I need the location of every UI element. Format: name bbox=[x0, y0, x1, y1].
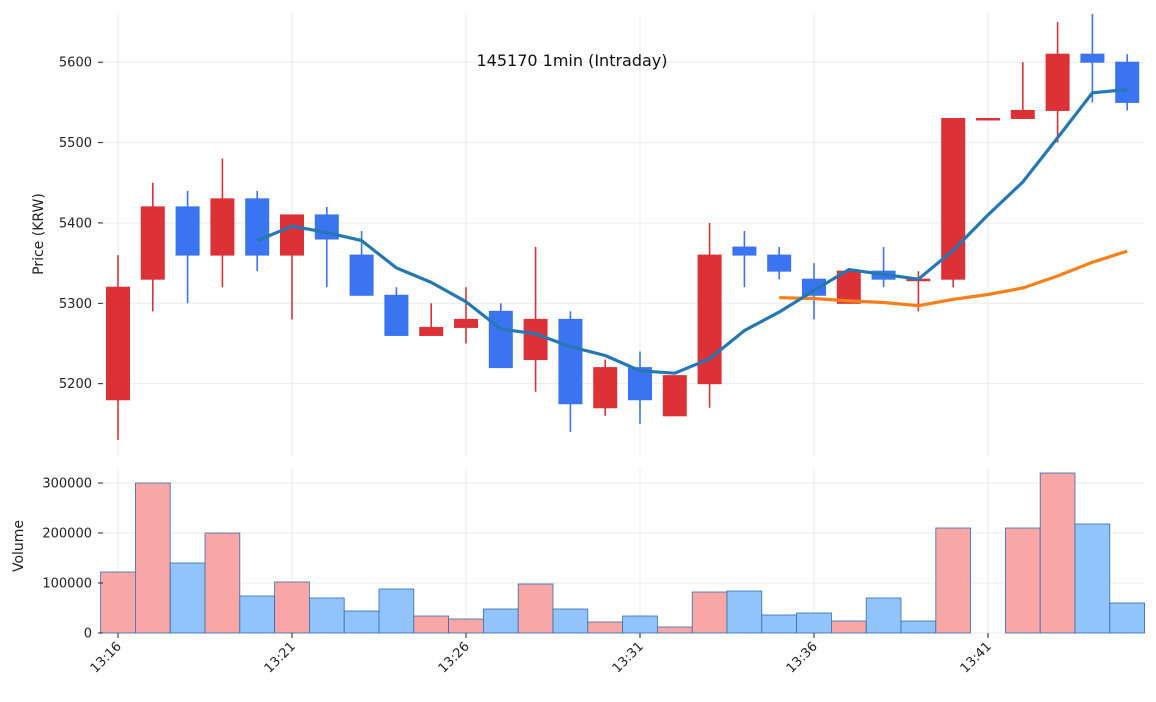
candle-body-24 bbox=[941, 117, 966, 280]
time-tick-label-4: 13:36 bbox=[784, 639, 821, 676]
time-tick-label-2: 13:26 bbox=[436, 639, 473, 676]
volume-tick-label-200000: 200000 bbox=[42, 527, 92, 542]
candle-body-5 bbox=[280, 214, 304, 256]
volume-bar-11 bbox=[482, 608, 519, 634]
volume-bar-2 bbox=[169, 562, 206, 634]
volume-bar-29 bbox=[1109, 602, 1146, 634]
candle-body-1 bbox=[140, 206, 165, 280]
candle-body-0 bbox=[106, 286, 130, 401]
volume-bar-24 bbox=[935, 527, 971, 634]
candle-body-12 bbox=[523, 318, 548, 361]
candle-body-26 bbox=[1010, 109, 1035, 119]
price-axis-title: Price (KRW) bbox=[31, 193, 47, 275]
candle-body-17 bbox=[697, 254, 722, 385]
volume-bar-6 bbox=[308, 597, 345, 634]
volume-bar-8 bbox=[378, 588, 415, 634]
candle-body-13 bbox=[558, 318, 583, 405]
volume-bar-27 bbox=[1039, 472, 1076, 634]
candle-body-27 bbox=[1045, 53, 1070, 111]
volume-tick-label-300000: 300000 bbox=[42, 477, 92, 492]
candle-body-10 bbox=[454, 318, 478, 328]
volume-bar-3 bbox=[204, 532, 241, 634]
candle-body-19 bbox=[767, 254, 792, 272]
candle-body-16 bbox=[662, 375, 687, 417]
candle-body-8 bbox=[384, 294, 409, 336]
volume-bar-28 bbox=[1074, 523, 1111, 634]
volume-bar-10 bbox=[448, 618, 484, 634]
candle-body-4 bbox=[245, 198, 270, 256]
volume-bar-9 bbox=[413, 615, 449, 634]
volume-bar-18 bbox=[726, 590, 763, 634]
candle-body-11 bbox=[488, 310, 513, 369]
volume-tick-label-0: 0 bbox=[84, 627, 92, 642]
ma-short-line bbox=[256, 87, 1128, 375]
volume-bar-19 bbox=[761, 614, 797, 634]
candle-body-15 bbox=[628, 367, 652, 401]
volume-bar-15 bbox=[622, 615, 658, 634]
moving-average-layer bbox=[256, 87, 1128, 375]
price-tick-label-5400: 5400 bbox=[59, 216, 92, 231]
volume-bar-21 bbox=[831, 620, 867, 634]
candle-body-2 bbox=[175, 206, 200, 256]
price-tick-label-5600: 5600 bbox=[59, 56, 92, 71]
ma-long-line bbox=[779, 249, 1128, 308]
volume-axis-title: Volume bbox=[11, 520, 27, 572]
price-tick-label-5200: 5200 bbox=[59, 377, 92, 392]
volume-bar-4 bbox=[239, 595, 276, 634]
volume-bar-1 bbox=[134, 482, 171, 634]
price-tick-label-5300: 5300 bbox=[59, 297, 92, 312]
volume-bar-16 bbox=[657, 626, 693, 634]
price-tick-label-5500: 5500 bbox=[59, 136, 92, 151]
candle-body-29 bbox=[1115, 61, 1140, 103]
volume-tick-label-100000: 100000 bbox=[42, 577, 92, 592]
volume-bar-13 bbox=[552, 608, 589, 634]
candle-body-9 bbox=[419, 326, 444, 336]
volume-bar-20 bbox=[796, 612, 832, 634]
volume-layer bbox=[100, 472, 1146, 634]
volume-bar-26 bbox=[1005, 527, 1041, 634]
time-tick-label-5: 13:41 bbox=[958, 639, 995, 676]
candle-body-25 bbox=[976, 117, 1000, 121]
candle-body-3 bbox=[210, 198, 235, 256]
candle-body-20 bbox=[802, 278, 826, 296]
volume-bar-22 bbox=[865, 597, 902, 634]
candle-body-18 bbox=[732, 246, 757, 256]
candle-body-28 bbox=[1080, 53, 1105, 63]
volume-bar-12 bbox=[517, 583, 554, 634]
time-tick-label-0: 13:16 bbox=[88, 639, 125, 676]
volume-bar-17 bbox=[691, 591, 728, 634]
candle-layer bbox=[106, 14, 1140, 440]
time-tick-label-1: 13:21 bbox=[262, 639, 299, 676]
grid-layer bbox=[103, 14, 1144, 634]
volume-bar-14 bbox=[587, 621, 623, 634]
chart-title: 145170 1min (Intraday) bbox=[476, 51, 667, 70]
candle-body-7 bbox=[349, 254, 374, 296]
volume-bar-7 bbox=[343, 610, 380, 634]
volume-bar-5 bbox=[274, 581, 310, 634]
candle-body-14 bbox=[593, 367, 618, 409]
volume-bar-23 bbox=[900, 620, 937, 634]
time-tick-label-3: 13:31 bbox=[610, 639, 647, 676]
volume-bar-0 bbox=[100, 571, 136, 634]
